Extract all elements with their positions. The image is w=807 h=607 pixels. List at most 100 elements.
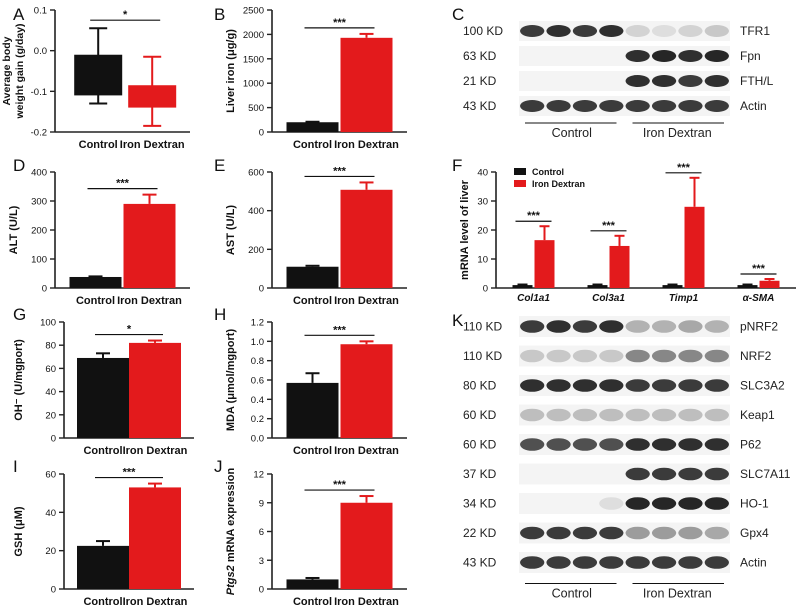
y-tick-label: 400 [248, 206, 264, 217]
x-tick-label: Iron Dextran [334, 445, 399, 457]
blot-band [704, 320, 729, 333]
group-label-iron-dextran: Iron Dextran [643, 126, 712, 140]
y-tick-label: 20 [45, 410, 56, 421]
blot-band [678, 467, 703, 481]
blot-strip [519, 522, 730, 544]
y-tick-label: 0.0 [34, 46, 47, 57]
blot-band [599, 25, 624, 37]
y-tick-label: 6 [259, 527, 264, 538]
blot-protein-label: Gpx4 [740, 526, 769, 540]
y-tick-label: 1.0 [251, 337, 264, 348]
blot-row-nrf2: 110 KD NRF2 [463, 345, 772, 367]
blot-band [625, 100, 650, 112]
blot-band [599, 349, 624, 363]
blot-band [704, 379, 729, 392]
y-tick-label: 300 [31, 197, 47, 208]
y-tick-label: 0 [483, 284, 488, 295]
blot-band [599, 526, 624, 540]
blot-band [546, 556, 571, 569]
x-tick-label: α-SMA [743, 293, 775, 304]
panel-j: J 0 3 6 9 12 Ptgs2 mRNA expression Control Iron … [214, 457, 407, 607]
blot-band [520, 556, 545, 569]
blot-band [678, 320, 703, 333]
blot-band [678, 100, 703, 112]
blot-row-gpx4: 22 KD Gpx4 [463, 522, 769, 544]
significance-label: *** [602, 220, 616, 232]
blot-band [546, 100, 571, 112]
blot-strip [519, 434, 730, 455]
panel-a: A 0.1 0.0 -0.1 -0.2 Average body weight gain (… [1, 5, 190, 151]
blot-size-label: 21 KD [463, 74, 497, 88]
y-tick-label: 80 [45, 341, 56, 352]
blot-band [651, 467, 677, 481]
blot-band [546, 379, 571, 392]
blot-band [678, 349, 703, 363]
blot-band [546, 526, 571, 540]
significance-label: * [123, 9, 128, 21]
y-tick-label: 400 [31, 168, 47, 179]
x-tick-label: Control [293, 596, 332, 607]
x-tick-label: Timp1 [669, 293, 699, 304]
panel-letter: J [214, 457, 223, 476]
panel-letter: I [13, 457, 18, 476]
blot-band [704, 349, 729, 363]
blot-band [599, 320, 624, 333]
box-control [74, 54, 123, 96]
y-axis-label: MDA (μmol/mgport) [225, 329, 237, 432]
blot-protein-label: Actin [740, 556, 767, 570]
bar-iron-dextran [340, 37, 393, 132]
bar-control [587, 285, 608, 288]
blot-band [520, 408, 545, 422]
significance-label: *** [677, 162, 691, 174]
blot-band [625, 438, 650, 451]
blot-band [678, 50, 703, 62]
blot-row-tfr1: 100 KD TFR1 [463, 21, 770, 41]
blot-band [520, 526, 545, 540]
y-tick-label: 12 [253, 470, 264, 481]
blot-size-label: 43 KD [463, 556, 497, 570]
bar-control [286, 266, 339, 288]
y-tick-label: 0 [259, 128, 264, 139]
blot-band [520, 379, 545, 392]
blot-band [678, 497, 703, 510]
significance-label: *** [333, 324, 347, 336]
y-tick-label: 0.4 [251, 395, 264, 406]
panel-g: G 0 20 40 60 80 100 OH⁻ (U/mgport) Control Iron D… [13, 305, 194, 457]
y-tick-label: 20 [477, 226, 488, 237]
blot-band [651, 556, 677, 569]
blot-size-label: 60 KD [463, 438, 497, 452]
blot-protein-label: SLC3A2 [740, 379, 785, 393]
panel-letter: E [214, 156, 225, 175]
x-tick-label: Iron Dextran [334, 596, 399, 607]
y-axis-label-line1: Average body [1, 36, 13, 105]
bar-iron-dextran [123, 203, 176, 288]
x-tick-label: Iron Dextran [334, 139, 399, 151]
x-tick-label: Control [79, 139, 118, 151]
significance-label: *** [116, 178, 130, 190]
blot-row-slc3a2: 80 KD SLC3A2 [463, 375, 785, 396]
blot-size-label: 80 KD [463, 379, 497, 393]
blot-band [572, 320, 598, 333]
panel-e: E 0 200 400 600 AST (U/L) Control Iron Dextran *… [214, 156, 407, 307]
blot-protein-label: TFR1 [740, 24, 770, 38]
blot-band [520, 349, 545, 363]
blot-band [572, 438, 598, 451]
y-tick-label: 2000 [243, 30, 264, 41]
blot-size-label: 34 KD [463, 497, 497, 511]
blot-protein-label: SLC7A11 [740, 467, 791, 481]
blot-band [546, 25, 571, 37]
bar-control [286, 579, 339, 589]
blot-row-keap1: 60 KD Keap1 [463, 404, 775, 426]
blot-size-label: 100 KD [463, 24, 503, 38]
bar-control [69, 276, 122, 288]
blot-band [651, 50, 677, 62]
blot-strip [519, 375, 730, 396]
blot-band [651, 438, 677, 451]
blot-band [625, 556, 650, 569]
bar-iron-dextran [129, 342, 181, 438]
y-tick-label: 0.2 [251, 414, 264, 425]
y-tick-label: -0.2 [31, 128, 47, 139]
blot-band [704, 556, 729, 569]
